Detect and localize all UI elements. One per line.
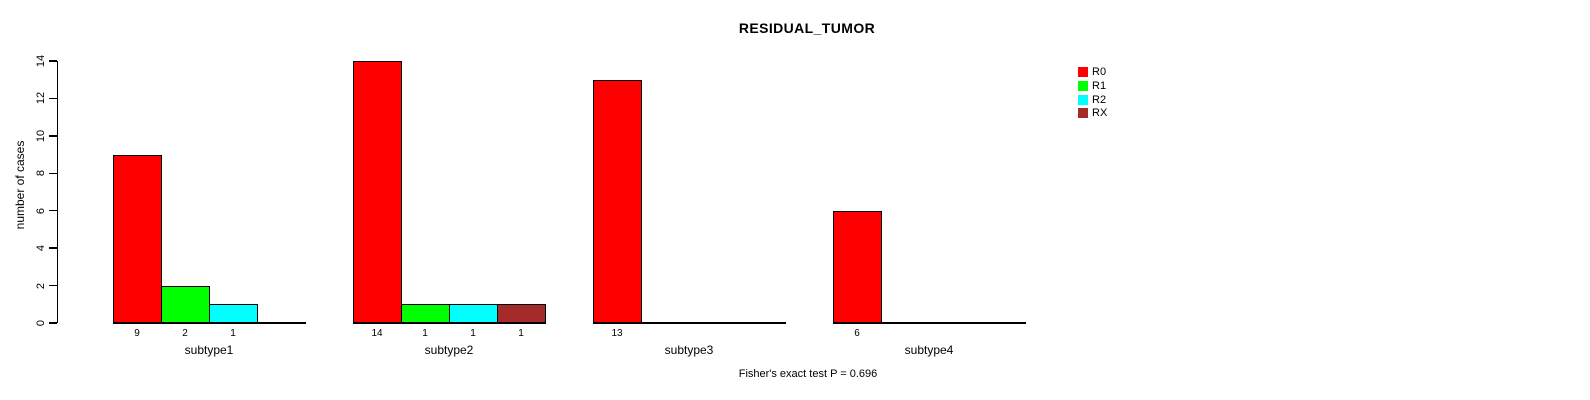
category-label-subtype1: subtype1 xyxy=(184,343,234,357)
category-label-subtype4: subtype4 xyxy=(904,343,954,357)
bar-R0-subtype1 xyxy=(113,154,162,323)
chart-title: RESIDUAL_TUMOR xyxy=(738,20,876,36)
y-axis-line xyxy=(56,61,58,323)
bar-R1-subtype1 xyxy=(161,285,210,323)
category-label-subtype3: subtype3 xyxy=(664,343,714,357)
y-tick xyxy=(48,172,57,175)
category-baseline xyxy=(593,322,786,324)
legend-swatch-RX xyxy=(1078,108,1088,119)
legend-swatch-R1 xyxy=(1078,80,1088,91)
y-tick-label: 6 xyxy=(35,207,47,214)
bar-R2-subtype2 xyxy=(449,304,498,323)
bar-value-RX-subtype2: 1 xyxy=(518,328,524,339)
legend-label-RX: RX xyxy=(1092,107,1108,120)
y-tick-label: 2 xyxy=(35,282,47,289)
legend-label-R0: R0 xyxy=(1092,66,1107,78)
legend-label-R2: R2 xyxy=(1092,93,1107,106)
bar-R0-subtype2 xyxy=(353,61,402,323)
y-tick xyxy=(48,209,57,212)
y-tick-label: 12 xyxy=(35,92,47,105)
category-baseline xyxy=(353,322,546,324)
y-tick-label: 14 xyxy=(35,54,47,68)
bar-R0-subtype3 xyxy=(593,79,642,323)
y-tick-label: 10 xyxy=(35,129,47,142)
bar-RX-subtype2 xyxy=(497,304,546,323)
fisher-test-note: Fisher's exact test P = 0.696 xyxy=(738,368,878,380)
bar-value-R1-subtype1: 2 xyxy=(182,328,188,339)
bar-value-R2-subtype2: 1 xyxy=(470,328,476,339)
y-tick-label: 0 xyxy=(35,319,47,327)
category-baseline xyxy=(833,322,1026,324)
y-axis-label: number of cases xyxy=(13,140,27,230)
bar-value-R0-subtype2: 14 xyxy=(371,328,383,339)
bar-R0-subtype4 xyxy=(833,210,882,323)
y-tick xyxy=(48,60,57,62)
bar-R2-subtype1 xyxy=(209,304,258,323)
legend-label-R1: R1 xyxy=(1092,79,1107,92)
category-baseline xyxy=(113,322,306,324)
bar-value-R0-subtype3: 13 xyxy=(611,328,623,339)
bar-value-R1-subtype2: 1 xyxy=(422,328,428,339)
legend-swatch-R0 xyxy=(1078,67,1088,77)
category-label-subtype2: subtype2 xyxy=(424,343,474,357)
y-tick xyxy=(48,135,57,137)
y-tick xyxy=(48,284,57,287)
bar-value-R0-subtype1: 9 xyxy=(134,328,140,339)
y-tick xyxy=(48,322,57,324)
y-tick-label: 4 xyxy=(35,245,47,252)
y-tick xyxy=(48,247,57,249)
y-tick xyxy=(48,97,57,100)
bar-value-R0-subtype4: 6 xyxy=(854,328,860,339)
bar-R1-subtype2 xyxy=(401,304,450,323)
legend-swatch-R2 xyxy=(1078,94,1088,105)
y-tick-label: 8 xyxy=(35,170,47,177)
bar-value-R2-subtype1: 1 xyxy=(230,328,236,339)
